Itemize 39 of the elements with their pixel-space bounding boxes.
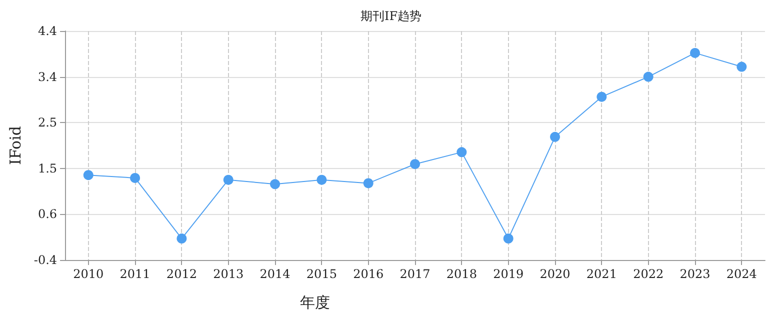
y-tick-label: 2.5 <box>38 116 58 130</box>
y-tick-label: 1.5 <box>38 161 58 176</box>
x-tick-label: 2014 <box>260 267 291 281</box>
x-tick-label: 2013 <box>213 267 244 281</box>
x-tick-label: 2022 <box>633 267 664 281</box>
y-tick-label: 0.6 <box>38 207 58 222</box>
y-tick-label: 4.4 <box>38 24 58 38</box>
x-tick-label: 2010 <box>73 267 104 281</box>
x-tick-label: 2019 <box>493 267 524 281</box>
point <box>456 147 467 158</box>
x-tick-label: 2024 <box>726 267 758 281</box>
x-axis-title: 年度 <box>300 294 330 312</box>
x-tick-label: 2023 <box>680 267 710 281</box>
point <box>643 72 654 82</box>
y-tick-label: -0.4 <box>34 253 58 267</box>
point <box>410 159 420 170</box>
point <box>223 174 234 185</box>
y-axis-title: IFoid <box>6 126 24 165</box>
x-tick-label: 2016 <box>353 267 384 281</box>
x-tick-label: 2012 <box>166 267 197 281</box>
x-tick-label: 2011 <box>120 267 150 281</box>
point <box>316 174 327 185</box>
point <box>550 132 560 142</box>
point <box>690 48 700 58</box>
point <box>503 234 514 244</box>
x-tick-label: 2020 <box>540 267 570 281</box>
point <box>596 92 607 102</box>
x-tick-label: 2021 <box>586 267 617 281</box>
y-tick-label: 3.4 <box>38 70 58 84</box>
point <box>736 62 747 72</box>
x-tick-label: 2015 <box>306 267 337 281</box>
point <box>363 178 374 188</box>
x-tick-label: 2018 <box>446 267 477 281</box>
point <box>176 234 187 244</box>
x-tick-label: 2017 <box>400 267 430 281</box>
point <box>130 172 140 183</box>
point <box>83 170 94 180</box>
point <box>270 179 280 190</box>
chart-title: 期刊IF趋势 <box>360 9 422 23</box>
